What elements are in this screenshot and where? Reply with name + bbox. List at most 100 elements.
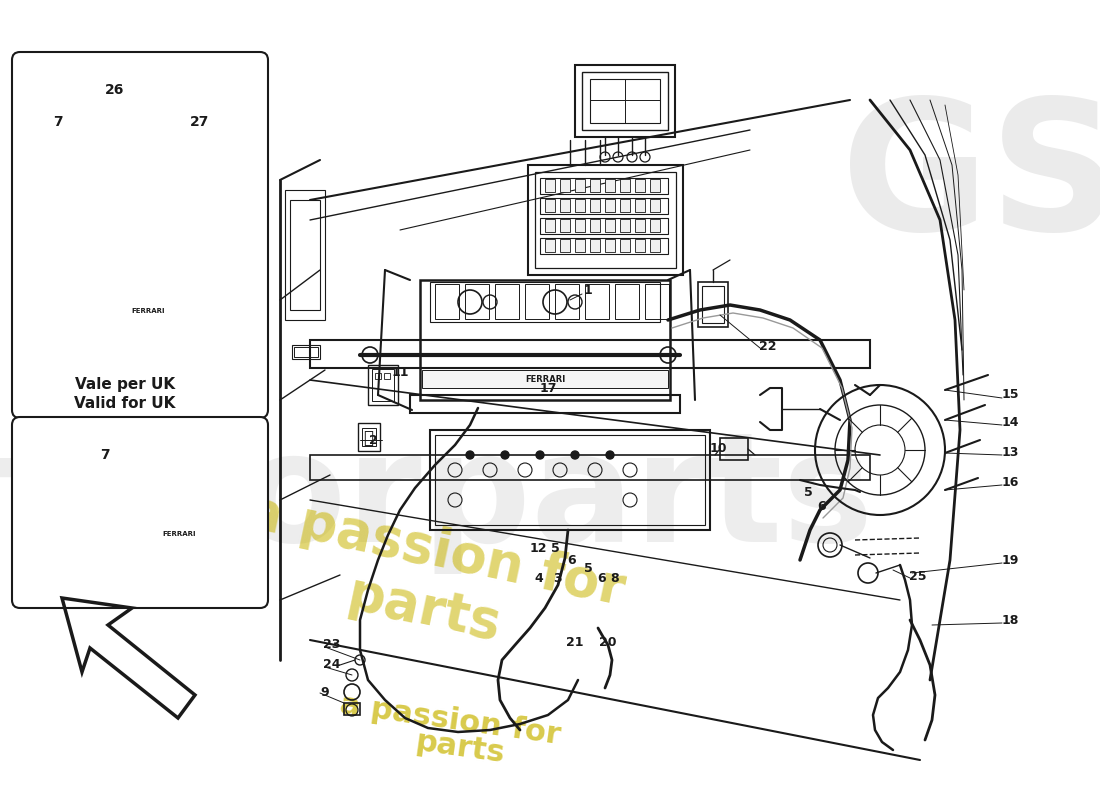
Text: 19: 19 <box>1001 554 1019 566</box>
Bar <box>605 219 615 232</box>
Bar <box>434 435 705 525</box>
Bar <box>544 199 556 212</box>
Bar <box>650 239 660 252</box>
Bar <box>575 219 585 232</box>
Bar <box>575 199 585 212</box>
Text: a passion for: a passion for <box>338 690 562 750</box>
Bar <box>590 79 660 123</box>
Bar <box>702 286 724 323</box>
Text: 7: 7 <box>100 448 110 462</box>
Bar <box>720 438 748 460</box>
Bar <box>434 284 459 319</box>
Bar <box>620 239 630 252</box>
Bar <box>290 200 320 310</box>
Bar <box>540 238 668 254</box>
Bar <box>430 282 660 322</box>
FancyBboxPatch shape <box>12 417 268 608</box>
Text: 17: 17 <box>539 382 557 394</box>
Bar <box>590 199 600 212</box>
Bar <box>635 219 645 232</box>
Circle shape <box>466 451 474 459</box>
Text: ⬜: ⬜ <box>363 429 373 447</box>
Text: 21: 21 <box>566 637 584 650</box>
Bar <box>650 199 660 212</box>
Circle shape <box>571 451 579 459</box>
Bar <box>544 239 556 252</box>
Text: parts: parts <box>414 727 507 769</box>
Bar <box>590 239 600 252</box>
Text: autoforparts: autoforparts <box>0 426 874 574</box>
Bar <box>422 370 668 388</box>
Text: 10: 10 <box>710 442 727 454</box>
Text: 25: 25 <box>910 570 926 582</box>
Bar <box>358 423 379 451</box>
Bar <box>650 219 660 232</box>
Bar <box>620 219 630 232</box>
Bar <box>310 455 870 480</box>
Text: 5: 5 <box>584 562 593 574</box>
Text: 14: 14 <box>1001 415 1019 429</box>
Circle shape <box>606 451 614 459</box>
Text: 16: 16 <box>1001 475 1019 489</box>
Bar <box>575 179 585 192</box>
Bar <box>544 219 556 232</box>
Bar <box>375 373 381 379</box>
Bar <box>560 199 570 212</box>
Text: FERRARI: FERRARI <box>131 308 165 314</box>
Text: 7: 7 <box>53 115 63 129</box>
Text: 11: 11 <box>392 366 409 378</box>
Bar <box>585 284 609 319</box>
Text: 1: 1 <box>584 283 593 297</box>
Bar <box>560 219 570 232</box>
Bar <box>116 300 180 322</box>
Circle shape <box>536 451 544 459</box>
Bar <box>535 172 676 268</box>
Text: 6: 6 <box>817 501 826 514</box>
Bar <box>556 284 579 319</box>
Bar <box>650 179 660 192</box>
Text: 23: 23 <box>323 638 341 651</box>
Bar <box>368 365 398 405</box>
Text: Vale per UK: Vale per UK <box>75 378 175 393</box>
Bar <box>285 190 324 320</box>
Bar <box>590 219 600 232</box>
Bar <box>635 179 645 192</box>
Bar <box>605 239 615 252</box>
Bar <box>372 369 394 401</box>
Bar <box>615 284 639 319</box>
Bar <box>560 179 570 192</box>
Bar <box>465 284 490 319</box>
Text: 22: 22 <box>759 339 777 353</box>
Text: 27: 27 <box>190 115 210 129</box>
Text: 9: 9 <box>321 686 329 698</box>
Bar <box>605 199 615 212</box>
Bar <box>525 284 549 319</box>
Bar <box>620 179 630 192</box>
Text: 20: 20 <box>600 637 617 650</box>
Text: FERRARI: FERRARI <box>525 374 565 383</box>
Text: Valid for UK: Valid for UK <box>75 395 176 410</box>
Bar <box>540 218 668 234</box>
Bar <box>292 345 320 359</box>
Circle shape <box>500 451 509 459</box>
Bar <box>540 178 668 194</box>
Text: 24: 24 <box>323 658 341 671</box>
Text: 8: 8 <box>610 571 619 585</box>
Bar <box>155 190 210 206</box>
Bar <box>294 347 318 357</box>
Bar <box>635 239 645 252</box>
Text: FERRARI: FERRARI <box>163 531 196 537</box>
Bar <box>362 428 376 446</box>
Text: 6: 6 <box>597 571 606 585</box>
Bar <box>560 239 570 252</box>
Text: GS: GS <box>840 92 1100 268</box>
Text: 6: 6 <box>568 554 576 566</box>
Bar <box>384 373 390 379</box>
Bar <box>420 280 670 400</box>
Bar <box>575 239 585 252</box>
Bar <box>698 282 728 327</box>
Bar <box>575 65 675 137</box>
Text: 26: 26 <box>106 83 124 97</box>
Bar <box>544 179 556 192</box>
Text: 2: 2 <box>368 434 377 446</box>
